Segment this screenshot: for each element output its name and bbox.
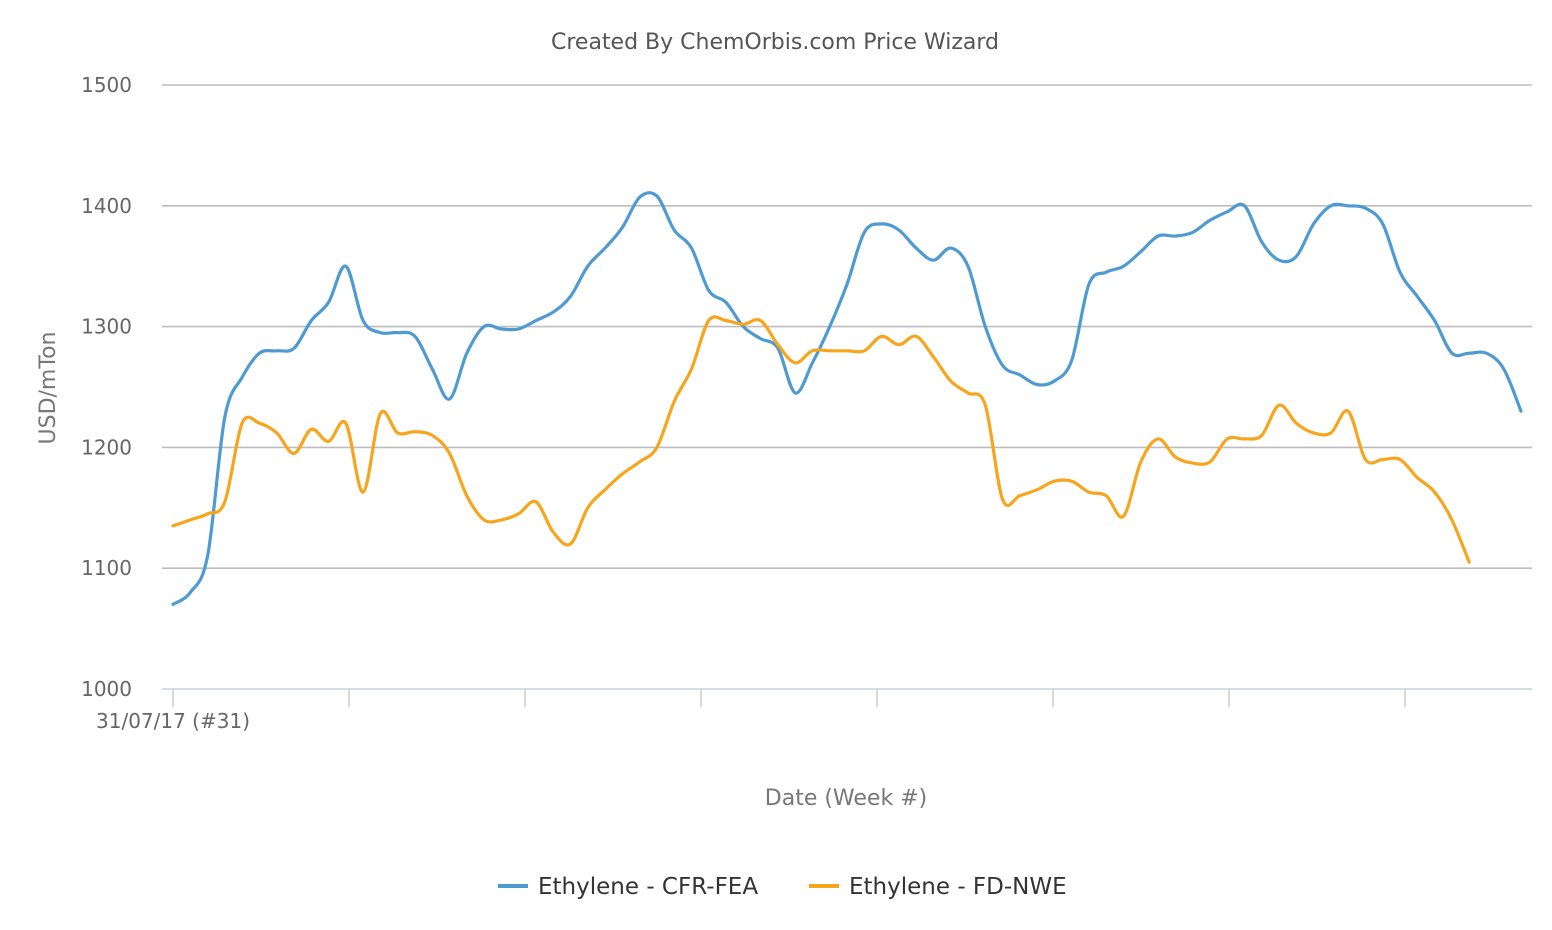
series-line-2: [171, 315, 1471, 564]
y-tick-label: 1300: [81, 315, 132, 339]
gridlines: [162, 84, 1532, 570]
y-axis-ticks: 1000 1100 1200 1300 1400 1500: [81, 73, 132, 701]
x-tick-label: 31/07/17 (#31): [96, 709, 250, 733]
legend: Ethylene - CFR-FEA Ethylene - FD-NWE: [498, 874, 1067, 900]
chart-title: Created By ChemOrbis.com Price Wizard: [551, 30, 999, 55]
y-tick-label: 1200: [81, 435, 132, 459]
legend-label-2[interactable]: Ethylene - FD-NWE: [849, 874, 1067, 900]
series-lines: [171, 191, 1523, 606]
y-tick-label: 1100: [81, 556, 132, 580]
y-axis-title: USD/mTon: [36, 332, 61, 445]
y-tick-label: 1400: [81, 194, 132, 218]
series-line-1: [171, 191, 1523, 606]
x-axis: 31/07/17 (#31): [96, 688, 1532, 733]
y-tick-label: 1000: [81, 677, 132, 701]
legend-label-1[interactable]: Ethylene - CFR-FEA: [538, 874, 758, 900]
y-tick-label: 1500: [81, 73, 132, 97]
x-axis-title: Date (Week #): [765, 786, 927, 811]
